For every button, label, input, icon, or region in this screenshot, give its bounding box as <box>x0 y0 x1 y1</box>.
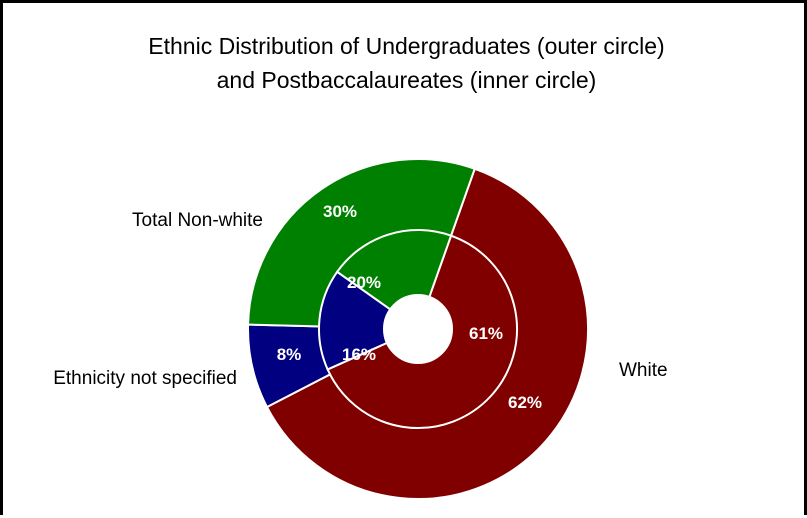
inner-percent-label-ethnicity-not-specified: 16% <box>342 345 376 364</box>
inner-percent-label-total-non-white: 20% <box>347 273 381 292</box>
category-label-ethnicity-not-specified: Ethnicity not specified <box>53 368 237 389</box>
chart-title: Ethnic Distribution of Undergraduates (o… <box>3 29 807 97</box>
donut-chart: 62% 8% 30% 61% 16% 20% Total Non-white Ethnic… <box>53 158 668 500</box>
chart-title-line-2: and Postbaccalaureates (inner circle) <box>216 67 597 93</box>
category-label-white: White <box>619 360 668 381</box>
inner-percent-label-white: 61% <box>469 324 503 343</box>
percent-labels: 62% 8% 30% 61% 16% 20% <box>277 202 542 412</box>
outer-percent-label-white: 62% <box>508 393 542 412</box>
inner-slice-ethnicity-not-specified <box>318 270 421 371</box>
center-hole <box>383 294 453 364</box>
chart-title-line-1: Ethnic Distribution of Undergraduates (o… <box>148 33 665 59</box>
category-label-total-non-white: Total Non-white <box>132 210 263 231</box>
outer-percent-label-ethnicity-not-specified: 8% <box>277 345 302 364</box>
outer-percent-label-total-non-white: 30% <box>323 202 357 221</box>
